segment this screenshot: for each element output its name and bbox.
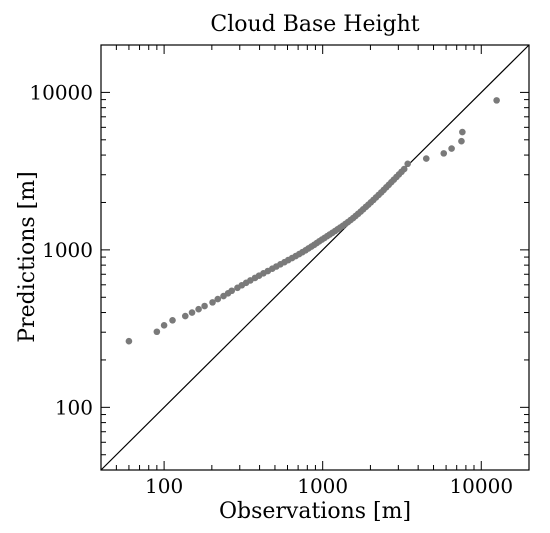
x-tick-label: 10000 — [449, 474, 513, 498]
x-tick-label: 1000 — [297, 474, 348, 498]
data-point — [153, 328, 161, 336]
plot-area: 100 1000 10000 100 1000 10000 — [29, 44, 530, 498]
y-tick-label: 10000 — [29, 80, 93, 104]
data-point — [404, 160, 411, 168]
data-point — [125, 337, 133, 345]
data-point — [214, 295, 222, 303]
x-tick-label: 100 — [145, 474, 183, 498]
y-tick-label: 1000 — [42, 238, 93, 262]
data-point — [493, 97, 500, 104]
data-point — [209, 299, 216, 306]
data-point — [169, 317, 176, 324]
data-point — [188, 309, 196, 316]
y-tick-label: 100 — [55, 395, 93, 419]
data-point — [458, 137, 465, 145]
data-point — [181, 312, 189, 320]
chart-title: Cloud Base Height — [210, 12, 419, 37]
identity-line — [100, 44, 530, 471]
data-point — [440, 150, 448, 157]
data-point — [448, 145, 455, 152]
data-point — [160, 321, 168, 329]
reference-line-layer — [100, 44, 530, 471]
data-point — [400, 165, 408, 173]
ticks-layer: 100 1000 10000 100 1000 10000 — [29, 44, 530, 498]
data-point — [422, 155, 430, 162]
x-axis-label: Observations [m] — [219, 499, 411, 524]
data-point — [228, 287, 236, 295]
data-point — [195, 305, 202, 313]
data-point — [459, 128, 466, 136]
y-axis-label: Predictions [m] — [15, 171, 40, 342]
data-points-layer — [125, 97, 500, 345]
data-point — [201, 302, 208, 310]
